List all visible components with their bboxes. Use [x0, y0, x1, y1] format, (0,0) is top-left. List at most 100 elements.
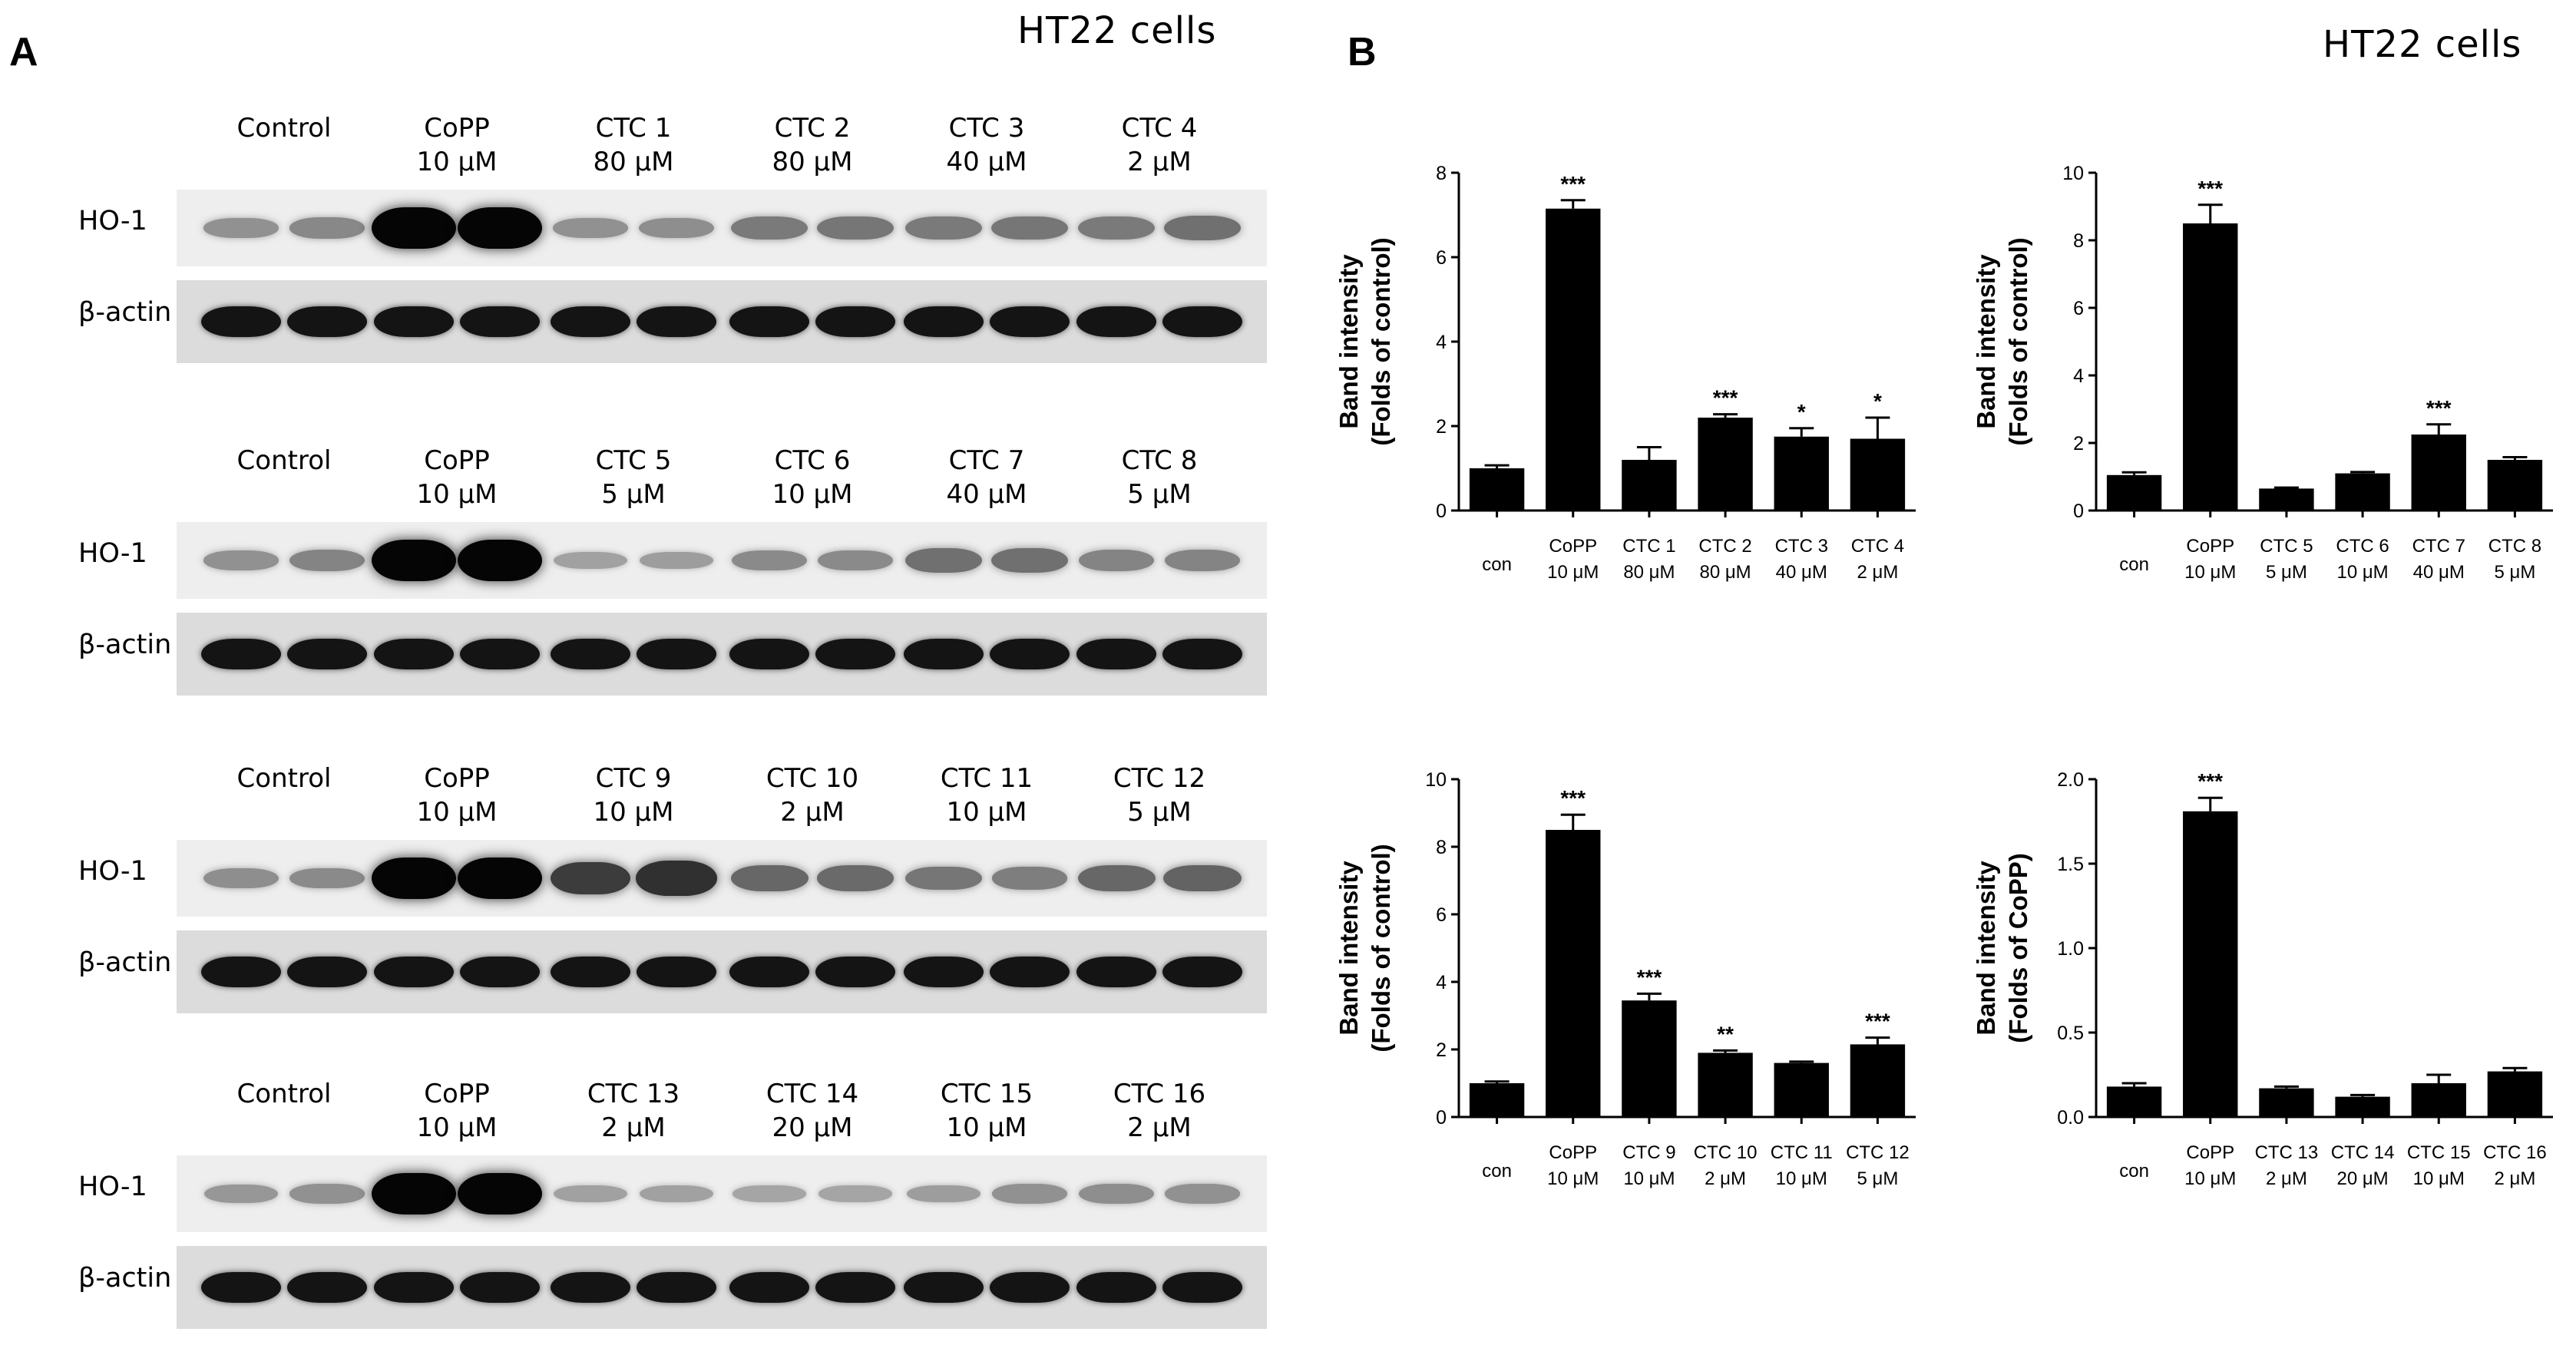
- bar: [1850, 1044, 1906, 1117]
- y-tick-label: 0: [1436, 501, 1447, 522]
- bar: [2335, 1096, 2390, 1117]
- ho1-band: [458, 207, 542, 249]
- y-tick-label: 1.0: [2057, 938, 2084, 960]
- lane-dose: 10 μM: [772, 479, 853, 510]
- actin-band: [1162, 639, 1242, 669]
- ho1-blot-strip: [177, 522, 1267, 599]
- bar-chart-ctc-1-4: Band intensity (Folds of control) 0 2 4 6 8 con…: [1334, 163, 1916, 583]
- x-tick-label: 10 μM: [2336, 562, 2388, 583]
- bar: [1850, 438, 1906, 511]
- lane-name: CTC 8: [1121, 445, 1198, 476]
- x-tick-label: CTC 12: [1846, 1142, 1910, 1163]
- y-axis-label: (Folds of CoPP): [2004, 853, 2032, 1043]
- lane-name: CTC 6: [774, 445, 851, 476]
- lane-name: Control: [236, 445, 332, 476]
- x-tick-label: con: [2119, 1161, 2149, 1181]
- ho1-band: [1078, 216, 1155, 240]
- x-tick-label: CoPP: [1549, 1142, 1597, 1163]
- lane-name: CoPP: [424, 445, 490, 476]
- lane-label: CoPP 10 μM: [369, 111, 545, 179]
- lane-dose: 2 μM: [1127, 147, 1192, 177]
- lane-name: CTC 4: [1121, 113, 1198, 144]
- ho1-band: [1163, 216, 1242, 240]
- lane-name: CTC 11: [940, 763, 1033, 794]
- significance-marker: ***: [1713, 386, 1738, 410]
- ho1-band: [990, 548, 1069, 573]
- ho1-blot-strip: [177, 1155, 1267, 1232]
- x-tick-label: 2 μM: [1857, 562, 1898, 583]
- y-axis-label: Band intensity: [1334, 254, 1363, 429]
- lane-dose: 5 μM: [1127, 479, 1192, 510]
- actin-band: [904, 306, 984, 337]
- y-tick-label: 0: [2073, 501, 2084, 522]
- lane-label: CTC 10 2 μM: [724, 762, 901, 829]
- ho1-band: [289, 1184, 365, 1204]
- x-tick-label: 5 μM: [2266, 562, 2307, 583]
- ho1-band: [639, 218, 714, 238]
- panel-b-letter: B: [1348, 30, 1377, 74]
- significance-marker: *: [1797, 400, 1806, 424]
- x-tick-label: CTC 13: [2255, 1142, 2319, 1163]
- ho1-band: [289, 867, 365, 889]
- bar: [2183, 223, 2238, 511]
- significance-marker: ***: [2426, 396, 2452, 420]
- actin-band: [1076, 957, 1156, 987]
- row-label-ho1: HO-1: [78, 1172, 147, 1202]
- ho1-band: [905, 216, 982, 240]
- actin-band: [990, 306, 1070, 337]
- lane-label: CTC 6 10 μM: [724, 444, 901, 511]
- significance-marker: ***: [2197, 177, 2223, 200]
- ho1-band: [640, 551, 713, 570]
- y-tick-label: 2: [1436, 1039, 1447, 1061]
- bar: [1698, 1053, 1753, 1117]
- x-tick-label: CTC 14: [2331, 1142, 2395, 1163]
- ho1-band: [1164, 550, 1241, 571]
- x-tick-label: con: [1482, 1161, 1512, 1181]
- lane-name: CTC 5: [595, 445, 672, 476]
- significance-marker: ***: [1560, 172, 1586, 196]
- x-tick-label: CTC 15: [2407, 1142, 2471, 1163]
- actin-band: [201, 1272, 281, 1303]
- x-tick-label: CoPP: [2186, 1142, 2234, 1163]
- lane-dose: 10 μM: [416, 479, 498, 510]
- ho1-band: [992, 1184, 1067, 1204]
- actin-band: [201, 957, 281, 987]
- actin-band: [637, 306, 716, 337]
- x-tick-label: 10 μM: [1623, 1168, 1675, 1189]
- y-tick-label: 10: [2062, 163, 2084, 184]
- lane-label: Control: [196, 1077, 372, 1111]
- bar: [2259, 488, 2314, 511]
- x-tick-label: CTC 2: [1698, 536, 1751, 557]
- x-tick-label: 10 μM: [1776, 1168, 1827, 1189]
- x-tick-label: CoPP: [1549, 536, 1597, 557]
- row-label-actin: β-actin: [78, 947, 172, 978]
- lane-name: CoPP: [424, 763, 490, 794]
- bar: [2411, 435, 2466, 511]
- ho1-band: [203, 1185, 279, 1203]
- actin-band: [551, 957, 630, 987]
- ho1-band: [203, 218, 279, 238]
- ho1-band: [816, 865, 894, 891]
- actin-blot-strip: [177, 930, 1267, 1013]
- lane-label: CTC 16 2 μM: [1071, 1077, 1248, 1145]
- lane-label: CTC 13 2 μM: [545, 1077, 722, 1145]
- x-tick-label: 5 μM: [1857, 1168, 1898, 1189]
- lane-label: CTC 7 40 μM: [898, 444, 1075, 511]
- bar-chart-ctc-13-16: Band intensity (Folds of CoPP) 0.0 0.5 1.0 1.…: [1972, 769, 2553, 1189]
- x-tick-label: 40 μM: [1776, 562, 1827, 583]
- ho1-band: [203, 550, 279, 570]
- ho1-band: [991, 867, 1068, 890]
- actin-band: [815, 306, 895, 337]
- ho1-band: [905, 866, 982, 891]
- y-tick-label: 6: [1436, 904, 1447, 926]
- actin-band: [374, 957, 454, 987]
- row-label-actin: β-actin: [78, 630, 172, 660]
- lane-label: CoPP 10 μM: [369, 444, 545, 511]
- ho1-band: [991, 216, 1068, 240]
- lane-name: CTC 7: [948, 445, 1025, 476]
- bar: [1698, 418, 1753, 511]
- x-tick-label: 2 μM: [2266, 1168, 2307, 1189]
- lane-name: CoPP: [424, 1079, 490, 1109]
- actin-band: [201, 306, 281, 337]
